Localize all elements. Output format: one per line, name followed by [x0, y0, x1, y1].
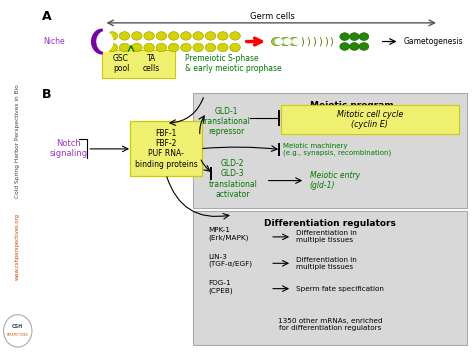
FancyBboxPatch shape [193, 211, 467, 345]
Text: GSC
pool: GSC pool [113, 54, 129, 73]
Circle shape [119, 32, 130, 40]
Text: Sperm fate specification: Sperm fate specification [296, 285, 384, 292]
FancyBboxPatch shape [193, 93, 467, 208]
Circle shape [107, 43, 118, 52]
Circle shape [156, 43, 167, 52]
Circle shape [181, 43, 191, 52]
Circle shape [349, 43, 359, 50]
Text: GLD-2
GLD-3
translational
activator: GLD-2 GLD-3 translational activator [209, 159, 257, 199]
Text: ): ) [312, 37, 316, 46]
Circle shape [349, 33, 359, 40]
Circle shape [144, 43, 155, 52]
Circle shape [272, 37, 282, 46]
Text: FOG-1
(CPEB): FOG-1 (CPEB) [209, 280, 233, 294]
Text: Meiotic entry
(gld-1): Meiotic entry (gld-1) [310, 171, 360, 190]
Circle shape [340, 33, 349, 40]
Circle shape [340, 43, 349, 50]
Text: Differentiation regulators: Differentiation regulators [264, 219, 396, 228]
Text: Mitotic cell cycle
(cyclin E): Mitotic cell cycle (cyclin E) [337, 109, 403, 129]
Text: Germ cells: Germ cells [250, 12, 295, 21]
FancyBboxPatch shape [281, 105, 459, 134]
FancyBboxPatch shape [130, 121, 202, 176]
Text: ): ) [306, 37, 310, 46]
Text: MPK-1
(Erk/MAPK): MPK-1 (Erk/MAPK) [209, 227, 249, 241]
Circle shape [168, 32, 179, 40]
Circle shape [132, 43, 142, 52]
Text: FBF-1
FBF-2
PUF RNA-
binding proteins: FBF-1 FBF-2 PUF RNA- binding proteins [135, 128, 197, 169]
Text: LIN-3
(TGF-α/EGF): LIN-3 (TGF-α/EGF) [209, 254, 253, 267]
Text: ): ) [319, 37, 322, 46]
Polygon shape [97, 32, 113, 51]
Circle shape [119, 43, 130, 52]
Circle shape [205, 43, 216, 52]
Text: Premeiotic S-phase
& early meiotic prophase: Premeiotic S-phase & early meiotic proph… [184, 54, 281, 73]
Circle shape [205, 32, 216, 40]
Circle shape [230, 43, 240, 52]
Text: Niche: Niche [44, 37, 65, 46]
Text: Meiotic program: Meiotic program [310, 101, 394, 111]
Circle shape [275, 39, 283, 44]
Text: B: B [42, 88, 52, 101]
Circle shape [359, 33, 369, 40]
Circle shape [289, 37, 300, 46]
Text: Cold Spring Harbor Perspectives in Bio: Cold Spring Harbor Perspectives in Bio [15, 84, 20, 198]
Circle shape [132, 32, 142, 40]
Circle shape [107, 32, 118, 40]
Text: CSH: CSH [12, 324, 23, 329]
Text: ): ) [324, 37, 328, 46]
Circle shape [193, 43, 203, 52]
Text: www.cshperspectives.org: www.cshperspectives.org [15, 213, 20, 280]
Text: Meiotic machinery
(e.g., synapsis, recombination): Meiotic machinery (e.g., synapsis, recom… [283, 143, 392, 156]
Text: GLD-1
translational
repressor: GLD-1 translational repressor [202, 107, 251, 136]
Circle shape [156, 32, 167, 40]
Circle shape [181, 32, 191, 40]
Text: Differentiation in
multiple tissues: Differentiation in multiple tissues [296, 257, 357, 270]
Text: A: A [42, 10, 52, 23]
Circle shape [218, 43, 228, 52]
Circle shape [168, 43, 179, 52]
Circle shape [193, 32, 203, 40]
Circle shape [144, 32, 155, 40]
Circle shape [280, 37, 291, 46]
Text: 1350 other mRNAs, enriched
for differentiation regulators: 1350 other mRNAs, enriched for different… [278, 319, 383, 331]
Circle shape [284, 39, 291, 44]
Text: TA
cells: TA cells [143, 54, 160, 73]
Text: PERSPECTIVES: PERSPECTIVES [7, 333, 28, 337]
Circle shape [293, 39, 300, 44]
FancyBboxPatch shape [102, 50, 175, 78]
Text: ): ) [300, 37, 304, 46]
Text: Notch
signaling: Notch signaling [49, 139, 88, 158]
Circle shape [230, 32, 240, 40]
Circle shape [218, 32, 228, 40]
Text: Gametogenesis: Gametogenesis [404, 37, 464, 46]
Text: ): ) [329, 37, 333, 46]
Polygon shape [91, 29, 102, 54]
Circle shape [359, 43, 369, 50]
Text: Differentiation in
multiple tissues: Differentiation in multiple tissues [296, 231, 357, 243]
